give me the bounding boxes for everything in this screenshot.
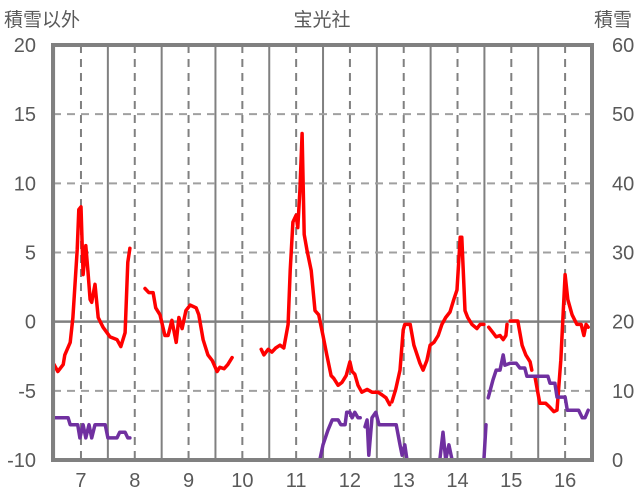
- right-axis-label: 積雪: [594, 9, 632, 31]
- y2-tick-label: 40: [612, 173, 634, 195]
- x-tick-label: 14: [446, 470, 468, 492]
- series-other-than-snow-line: [533, 272, 590, 414]
- series-other-than-snow-line: [143, 286, 234, 374]
- series-layer: [52, 131, 590, 462]
- y-tick-label: -5: [18, 381, 36, 403]
- left-axis-label: 積雪以外: [4, 9, 80, 31]
- x-tick-label: 7: [75, 470, 86, 492]
- series-snow-depth-line: [363, 410, 488, 462]
- x-tick-label: 10: [231, 470, 253, 492]
- x-tick-label: 8: [129, 470, 140, 492]
- y-tick-label: 15: [14, 104, 36, 126]
- y2-tick-label: 50: [612, 104, 634, 126]
- chart-title: 宝光社: [293, 9, 350, 31]
- y2-tick-label: 0: [612, 450, 623, 472]
- tick-labels: -10 -5 0 5 10 15 20 0 10 20 30 40 50 60 7 8 9 10 11 12 13 14 1…: [7, 35, 634, 492]
- y-tick-label: 5: [25, 243, 36, 265]
- y-tick-label: 10: [14, 173, 36, 195]
- x-tick-label: 9: [183, 470, 194, 492]
- y2-tick-label: 30: [612, 243, 634, 265]
- series-other-than-snow-line: [486, 322, 509, 342]
- series-snow-depth-line: [52, 416, 132, 440]
- x-tick-label: 12: [339, 470, 361, 492]
- y-tick-label: -10: [7, 450, 36, 472]
- plot-frame: [51, 43, 594, 462]
- grid: [53, 45, 592, 460]
- x-tick-label: 15: [500, 470, 522, 492]
- series-snow-depth-line: [259, 410, 362, 462]
- series-other-than-snow-line: [52, 205, 132, 374]
- series-other-than-snow-line: [259, 131, 392, 407]
- x-tick-label: 11: [286, 470, 307, 492]
- x-tick-label: 16: [554, 470, 576, 492]
- y-tick-label: 0: [25, 312, 36, 334]
- plot-border: [51, 43, 594, 462]
- series-snow-depth-line: [486, 353, 590, 420]
- y2-tick-label: 20: [612, 312, 634, 334]
- series-other-than-snow-line: [508, 319, 534, 372]
- y2-tick-label: 60: [612, 35, 634, 57]
- y-tick-label: 20: [14, 35, 36, 57]
- x-tick-label: 13: [393, 470, 415, 492]
- series-other-than-snow-line: [390, 235, 486, 404]
- y2-tick-label: 10: [612, 381, 634, 403]
